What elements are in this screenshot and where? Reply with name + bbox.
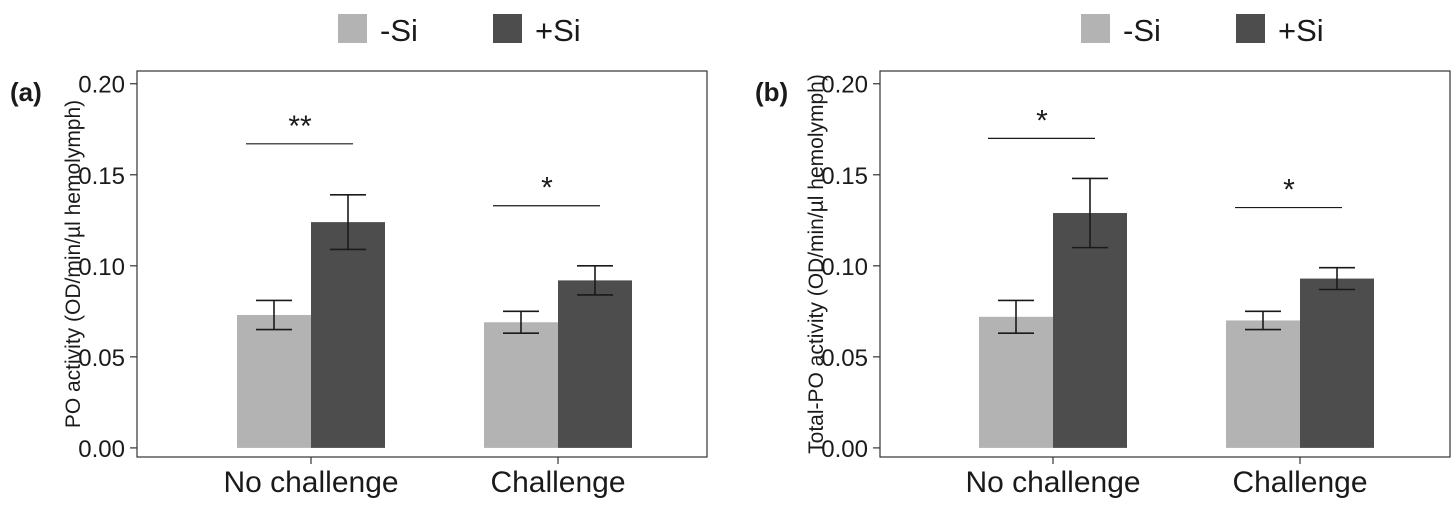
panel-a: -Si +Si (a) PO activity (OD/min/µl hemolymp… xyxy=(10,13,708,499)
error-bar xyxy=(1319,266,1355,291)
panel-label: (b) xyxy=(755,77,788,107)
significance-marker: * xyxy=(1283,174,1295,207)
error-bar xyxy=(1245,310,1281,331)
error-bar xyxy=(577,265,613,296)
y-tick-label: 0.15 xyxy=(78,163,125,190)
legend-label-plus-si: +Si xyxy=(1278,13,1324,48)
x-tick-label: Challenge xyxy=(1232,466,1367,499)
bar-plus-si xyxy=(311,222,385,448)
y-tick-label: 0.20 xyxy=(821,72,868,99)
plot-frame xyxy=(136,70,708,458)
legend-label-minus-si: -Si xyxy=(1123,13,1161,48)
plot-frame xyxy=(879,70,1451,458)
y-tick-label: 0.00 xyxy=(821,436,868,463)
y-tick-label: 0.15 xyxy=(821,163,868,190)
legend-swatch-minus-si xyxy=(1081,14,1110,43)
y-tick-label: 0.05 xyxy=(821,345,868,372)
y-tick-label: 0.00 xyxy=(78,436,125,463)
legend-label-minus-si: -Si xyxy=(380,13,418,48)
legend-swatch-plus-si xyxy=(493,14,522,43)
significance-marker: * xyxy=(1036,104,1048,137)
panel-b: -Si +Si (b) Total-PO activity (OD/min/µl he… xyxy=(755,13,1451,499)
bar-plus-si xyxy=(558,280,632,448)
legend: -Si +Si xyxy=(1081,13,1324,48)
legend-swatch-plus-si xyxy=(1236,14,1265,43)
error-bar xyxy=(1072,177,1108,249)
x-tick-label: Challenge xyxy=(490,466,625,499)
significance-marker: * xyxy=(541,172,553,205)
bar-minus-si xyxy=(979,316,1053,448)
error-bar xyxy=(256,299,292,331)
x-tick-label: No challenge xyxy=(223,466,398,499)
legend: -Si +Si xyxy=(338,13,581,48)
error-bar xyxy=(503,310,539,334)
legend-label-plus-si: +Si xyxy=(535,13,581,48)
y-tick-label: 0.05 xyxy=(78,345,125,372)
error-bar xyxy=(998,299,1034,334)
y-axis-label: PO activity (OD/min/µl hemolymph) xyxy=(62,100,85,428)
y-tick-label: 0.20 xyxy=(78,72,125,99)
y-axis-label: Total-PO activity (OD/min/µl hemolymph) xyxy=(805,74,828,454)
y-tick-label: 0.10 xyxy=(78,254,125,281)
significance-marker: ** xyxy=(288,110,312,143)
bar-minus-si xyxy=(1226,320,1300,448)
x-tick-label: No challenge xyxy=(965,466,1140,499)
bar-minus-si xyxy=(237,314,311,448)
y-tick-label: 0.10 xyxy=(821,254,868,281)
panel-label: (a) xyxy=(10,77,42,107)
bar-plus-si xyxy=(1053,213,1127,448)
legend-swatch-minus-si xyxy=(338,14,367,43)
error-bar xyxy=(330,194,366,251)
bar-plus-si xyxy=(1300,278,1374,448)
bar-minus-si xyxy=(484,322,558,448)
